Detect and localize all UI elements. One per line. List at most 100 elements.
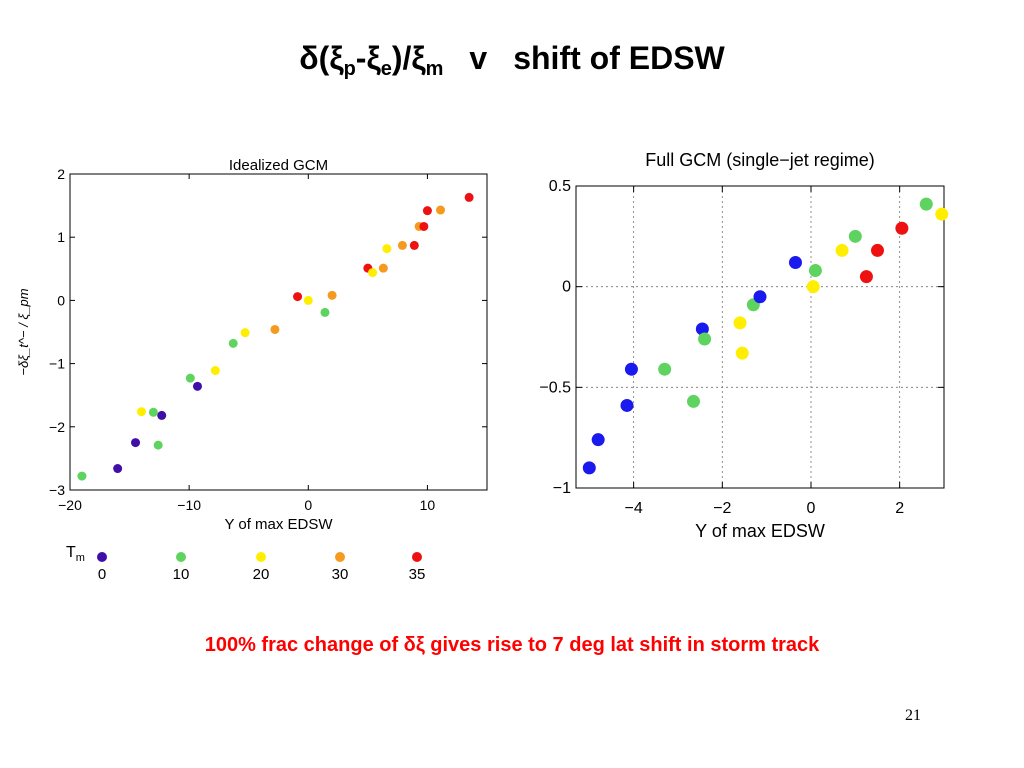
title-dash: -ξ xyxy=(355,40,381,76)
chart-0-point-26 xyxy=(436,205,446,215)
chart-0-point-12 xyxy=(270,324,280,334)
page-number: 21 xyxy=(905,707,921,724)
chart-1-ytick-label-0: −1 xyxy=(553,480,571,497)
chart-1-point-18 xyxy=(870,243,884,257)
tm-legend-text-0: 0 xyxy=(97,566,107,583)
chart-0-point-16 xyxy=(327,290,337,300)
chart-1-point-16 xyxy=(848,229,862,243)
chart-1-ytick-label-1: −0.5 xyxy=(539,379,571,396)
chart-0-point-27 xyxy=(464,192,474,202)
chart-0-ylabel: −δξ_t^− / ξ_pm xyxy=(16,288,31,375)
chart-1-point-4 xyxy=(658,362,672,376)
chart-1-point-14 xyxy=(808,264,822,278)
chart-0-xtick-label-3: 10 xyxy=(420,497,436,513)
chart-0-point-5 xyxy=(153,440,163,450)
chart-0-xtick-label-1: −10 xyxy=(177,497,201,513)
title-delta: δ(ξ xyxy=(299,40,344,76)
slide-title: δ(ξp-ξe)/ξm v shift of EDSW xyxy=(0,40,1024,81)
chart-1-point-20 xyxy=(919,197,933,211)
chart-0-point-25 xyxy=(422,206,432,216)
title-slash: )/ξ xyxy=(391,40,426,76)
tm-legend-text-4: 35 xyxy=(408,566,426,583)
tm-legend-item-2: 20 xyxy=(246,550,276,584)
chart-0-point-24 xyxy=(419,221,429,231)
chart-1-point-13 xyxy=(806,280,820,294)
chart-0-point-2 xyxy=(131,438,141,448)
chart-1-point-19 xyxy=(895,221,909,235)
chart-0-point-14 xyxy=(303,295,313,305)
chart-1-ytick-label-2: 0 xyxy=(562,279,571,296)
chart-0-point-6 xyxy=(157,410,167,420)
chart-0-ytick-label-1: −2 xyxy=(49,419,65,435)
tm-legend-label-main: T xyxy=(66,544,76,561)
chart-1-point-15 xyxy=(835,243,849,257)
chart-1-point-1 xyxy=(591,433,605,447)
chart-1-point-2 xyxy=(620,398,634,412)
chart-0-point-22 xyxy=(409,240,419,250)
title-sub-p: p xyxy=(343,58,356,80)
chart-0-plot-frame xyxy=(69,173,488,491)
chart-1-point-17 xyxy=(859,270,873,284)
chart-1-point-21 xyxy=(935,207,949,221)
chart-1-point-9 xyxy=(735,346,749,360)
chart-0-point-9 xyxy=(210,366,220,376)
tm-legend-item-4: 35 xyxy=(402,550,432,584)
chart-1-point-0 xyxy=(582,461,596,475)
chart-1-xlabel: Y of max EDSW xyxy=(695,521,825,541)
chart-0-point-20 xyxy=(382,244,392,254)
chart-1-xtick-label-2: 0 xyxy=(807,500,816,517)
chart-0-ytick-label-4: 1 xyxy=(57,229,65,245)
chart-1-point-8 xyxy=(733,316,747,330)
chart-0-point-15 xyxy=(320,307,330,317)
chart-1-point-11 xyxy=(753,290,767,304)
tm-legend-text-3: 30 xyxy=(331,566,349,583)
chart-0-point-11 xyxy=(240,328,250,338)
chart-0-title: Idealized GCM xyxy=(229,157,328,174)
chart-0-point-21 xyxy=(397,240,407,250)
chart-0-xtick-label-0: −20 xyxy=(58,497,82,513)
title-sub-m: m xyxy=(425,58,444,80)
chart-1-point-5 xyxy=(686,394,700,408)
title-sub-e: e xyxy=(380,58,392,80)
title-v: v xyxy=(469,40,488,76)
chart-1-plot-frame xyxy=(575,185,945,489)
chart-0-point-4 xyxy=(148,407,158,417)
chart-1-xtick-label-3: 2 xyxy=(895,500,904,517)
chart-0-ytick-label-0: −3 xyxy=(49,482,65,498)
chart-0-ytick-label-2: −1 xyxy=(49,356,65,372)
chart-0-xtick-label-2: 0 xyxy=(304,497,312,513)
tm-legend-item-1: 10 xyxy=(166,550,196,584)
tm-legend-label-sub: m xyxy=(75,552,85,565)
chart-0-point-1 xyxy=(113,464,123,474)
chart-0-point-10 xyxy=(228,338,238,348)
tm-legend-text-2: 20 xyxy=(252,566,270,583)
tm-legend-item-0: 0 xyxy=(87,550,117,584)
chart-0-point-3 xyxy=(136,407,146,417)
chart-0-point-18 xyxy=(368,268,378,278)
title-rest: shift of EDSW xyxy=(513,40,725,76)
chart-1-point-12 xyxy=(788,256,802,270)
chart-0-xlabel: Y of max EDSW xyxy=(224,516,333,533)
chart-0-point-13 xyxy=(293,292,303,302)
chart-1-point-3 xyxy=(624,362,638,376)
chart-0-ytick-label-3: 0 xyxy=(57,292,65,308)
chart-1-xtick-label-1: −2 xyxy=(713,500,731,517)
tm-legend: Tm 0 10 20 30 35 xyxy=(62,544,462,584)
tm-legend-dot-0 xyxy=(97,552,107,562)
chart-1-title: Full GCM (single−jet regime) xyxy=(645,150,875,170)
chart-1: −4 −2 0 2 −1 −0.5 0 0.5 Full GCM (single−jet reg… xyxy=(539,150,949,541)
slide-caption: 100% frac change of δξ gives rise to 7 d… xyxy=(204,634,820,656)
tm-legend-dot-3 xyxy=(335,552,345,562)
chart-1-point-6 xyxy=(695,322,709,336)
tm-legend-dot-4 xyxy=(412,552,422,562)
tm-legend-dot-2 xyxy=(256,552,266,562)
chart-0-point-7 xyxy=(185,373,195,383)
chart-1-xtick-label-0: −4 xyxy=(625,500,643,517)
chart-1-point-7 xyxy=(698,332,712,346)
tm-legend-text-1: 10 xyxy=(172,566,190,583)
chart-1-ytick-label-3: 0.5 xyxy=(549,178,571,195)
chart-0-ytick-label-5: 2 xyxy=(57,166,65,182)
chart-0-point-0 xyxy=(77,471,87,481)
